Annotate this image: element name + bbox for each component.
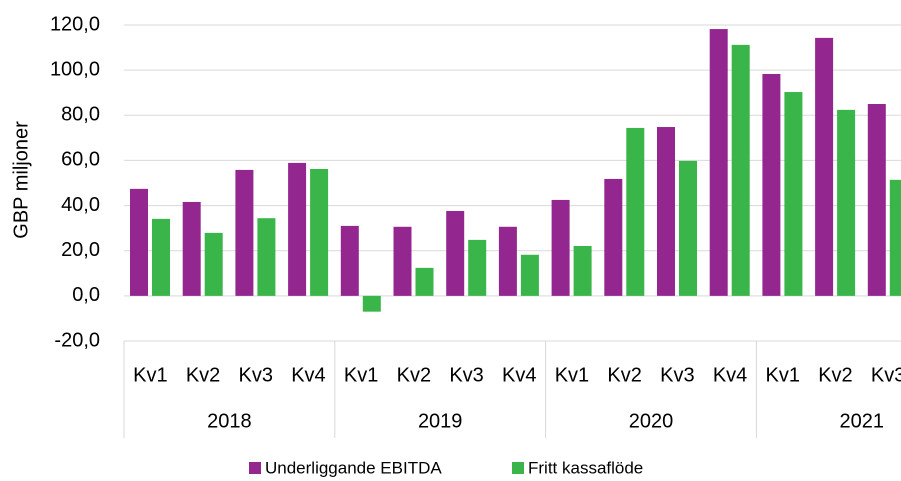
bar <box>235 169 254 296</box>
y-axis-label: GBP miljoner <box>10 121 32 239</box>
bar <box>310 169 329 296</box>
x-tick-label: Kv2 <box>186 364 220 386</box>
x-tick-label: Kv4 <box>713 364 747 386</box>
x-group-label: 2019 <box>418 410 463 432</box>
bar <box>679 160 697 296</box>
bar <box>204 232 223 296</box>
bar <box>520 254 539 296</box>
bar <box>657 127 675 296</box>
legend-swatch <box>249 462 261 474</box>
y-tick-label: 40,0 <box>61 194 100 216</box>
bar <box>415 267 434 296</box>
x-group-label: 2018 <box>207 410 252 432</box>
bar <box>867 104 886 296</box>
x-tick-label: Kv2 <box>607 364 641 386</box>
bar <box>498 226 517 296</box>
bar <box>626 127 645 296</box>
y-tick-label: 100,0 <box>50 58 100 80</box>
x-tick-label: Kv3 <box>871 364 901 386</box>
bar <box>731 44 750 296</box>
bar <box>837 109 856 296</box>
x-tick-label: Kv3 <box>660 364 694 386</box>
x-group-label: 2021 <box>840 410 885 432</box>
legend-label: Underliggande EBITDA <box>265 458 442 477</box>
bar <box>446 210 465 296</box>
x-tick-label: Kv1 <box>133 364 167 386</box>
y-tick-label: -20,0 <box>54 329 100 351</box>
x-tick-label: Kv2 <box>818 364 852 386</box>
x-tick-label: Kv1 <box>344 364 378 386</box>
legend-swatch <box>512 462 524 474</box>
x-tick-label: Kv3 <box>239 364 273 386</box>
x-tick-label: Kv4 <box>291 364 325 386</box>
x-tick-label: Kv3 <box>449 364 483 386</box>
y-tick-label: 60,0 <box>61 149 100 171</box>
bar <box>393 226 412 296</box>
x-tick-label: Kv4 <box>502 364 536 386</box>
x-tick-label: Kv1 <box>555 364 589 386</box>
y-tick-label: 120,0 <box>50 13 100 35</box>
bar <box>362 295 381 312</box>
x-group-label: 2020 <box>629 410 674 432</box>
bar <box>288 162 307 296</box>
bar <box>604 178 623 296</box>
x-tick-label: Kv1 <box>766 364 800 386</box>
bar <box>152 218 170 296</box>
bar <box>257 218 276 296</box>
bar <box>815 37 834 296</box>
bar <box>784 92 803 296</box>
y-tick-label: 20,0 <box>61 239 100 261</box>
bar <box>709 29 728 296</box>
bar <box>889 179 901 296</box>
bar <box>130 188 148 296</box>
bar <box>340 225 359 296</box>
x-tick-label: Kv2 <box>397 364 431 386</box>
legend-label: Fritt kassaflöde <box>528 458 643 477</box>
bar <box>551 199 570 296</box>
bar <box>573 245 592 296</box>
bar <box>182 201 201 296</box>
y-tick-label: 80,0 <box>61 104 100 126</box>
bar <box>762 73 781 296</box>
y-tick-label: 0,0 <box>72 284 100 306</box>
bar <box>468 239 487 296</box>
